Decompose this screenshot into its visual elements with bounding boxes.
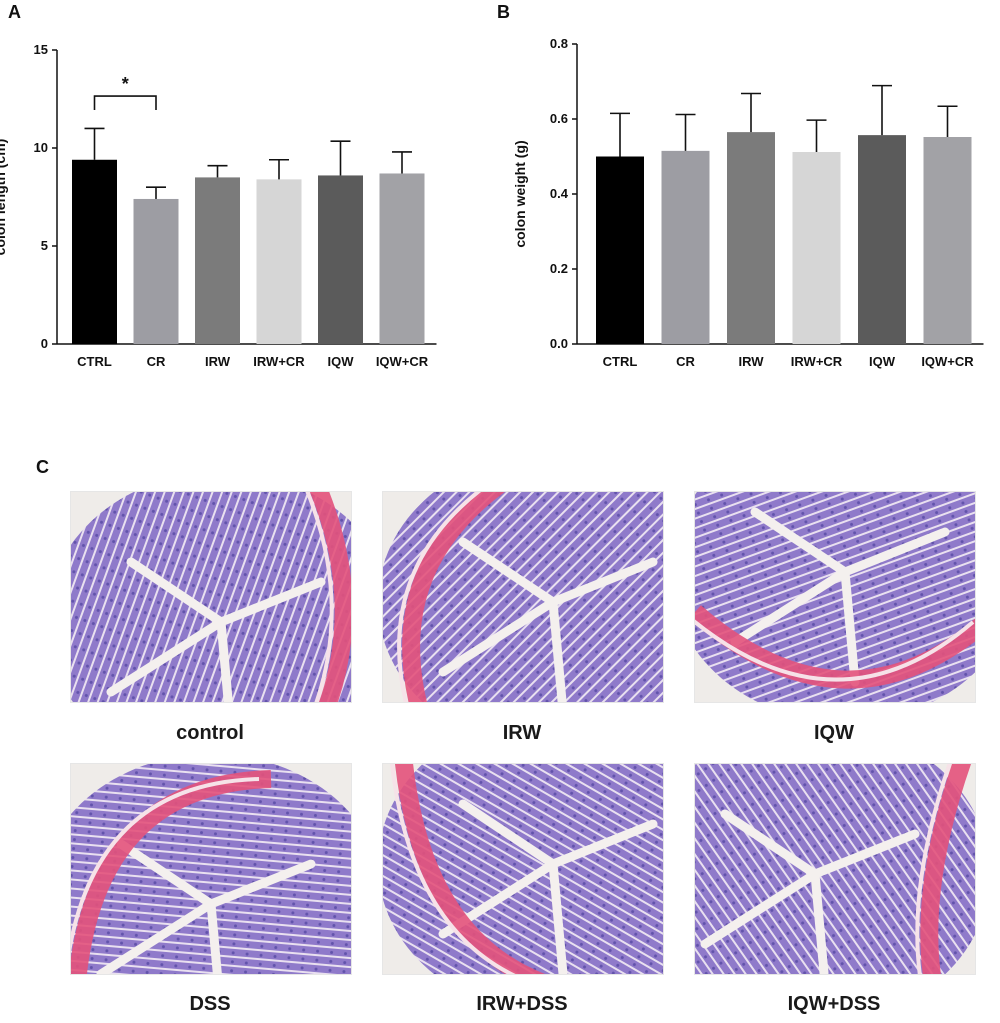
y-tick-label: 0.4 [550,186,569,201]
y-tick-label: 10 [34,140,48,155]
x-tick-label: IQW [869,354,896,369]
y-axis-title: colon length (cm) [0,139,8,256]
y-tick-label: 0.0 [550,336,568,351]
significance-bracket [93,95,157,111]
panel-label-a: A [8,2,21,22]
bar-ctrl [596,156,644,344]
panel-label-b: B [497,2,510,22]
histology-label-irw: IRW [502,722,542,744]
bar-cr [133,198,179,344]
histology-image-irw [382,491,664,703]
bar-irw [195,177,240,344]
colon-weight-chart: 0.0 0.2 0.4 0.6 0.8 colon weight (g) CTRL CR IRW… [512,36,984,369]
panel-label-c: C [36,457,49,477]
y-tick-label: 0.8 [550,36,568,51]
bar-iqw [858,135,906,344]
histology-image-control [70,491,352,703]
bar-iqw [318,175,363,344]
x-tick-label: CTRL [603,354,638,369]
bar-iqw-plus-cr [923,137,972,344]
bar-ctrl [72,159,117,344]
x-tick-label: IRW+CR [791,354,843,369]
histology-label-iqw-plus-dss: IQW+DSS [787,993,881,1015]
y-tick-label: 5 [41,238,48,253]
x-tick-label: IRW+CR [253,354,305,369]
histology-image-irw-plus-dss [382,763,664,975]
histology-label-iqw: IQW [814,722,854,744]
significance-marker: * [122,74,129,94]
histology-label-control: control [176,722,244,744]
x-tick-label: CR [147,354,166,369]
histology-image-dss [70,763,352,975]
x-tick-label: IQW+CR [376,354,429,369]
y-tick-label: 0.6 [550,111,568,126]
histology-image-iqw [694,491,976,703]
x-tick-label: IQW+CR [921,354,974,369]
x-tick-label: IQW [328,354,355,369]
histology-label-irw-plus-dss: IRW+DSS [476,993,568,1015]
y-tick-label: 15 [34,42,48,57]
x-tick-label: CTRL [77,354,112,369]
histology-label-dss: DSS [189,993,231,1015]
bar-cr [661,150,710,344]
x-tick-label: CR [676,354,695,369]
x-tick-label: IRW [738,354,764,369]
bar-irw [727,132,775,344]
x-tick-label: IRW [205,354,231,369]
bar-iqw-plus-cr [379,173,425,344]
y-tick-label: 0 [41,336,48,351]
colon-length-chart: 0 5 10 15 colon length (cm) CTRL CR IRW IRW+CR IQ… [0,42,437,369]
histology-image-iqw-plus-dss [694,763,976,975]
y-tick-label: 0.2 [550,261,568,276]
bar-irw-plus-cr [256,179,302,344]
y-axis-title: colon weight (g) [512,140,528,247]
bar-irw-plus-cr [792,152,841,344]
